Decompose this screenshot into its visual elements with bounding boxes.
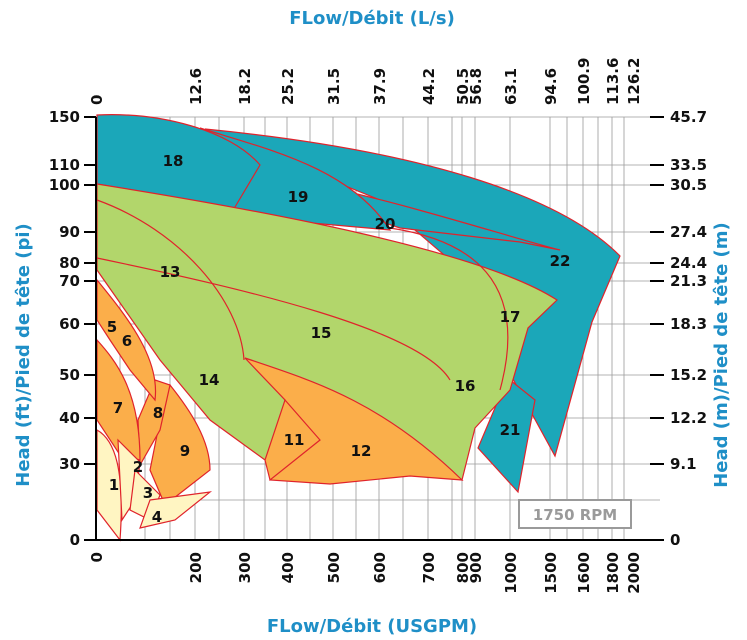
region-label-18: 18	[163, 152, 184, 170]
left-tick-label: 100	[49, 176, 80, 194]
top-tick-label: 113.6	[604, 58, 622, 105]
right-tick-label: 18.3	[670, 315, 707, 333]
region-label-3: 3	[143, 484, 153, 502]
bottom-tick-label: 200	[187, 552, 205, 583]
region-8	[137, 379, 171, 468]
top-tick-label: 25.2	[279, 68, 297, 105]
top-tick-label: 100.9	[575, 58, 593, 105]
region-11	[264, 398, 321, 482]
region-5-6	[96, 278, 157, 402]
top-tick-label: 0	[88, 95, 106, 105]
bottom-tick-label: 1600	[575, 552, 593, 594]
right-tick-label: 45.7	[670, 108, 707, 126]
top-tick-label: 37.9	[371, 68, 389, 105]
top-tick-label: 94.6	[542, 68, 560, 105]
rpm-badge: 1750 RPM	[518, 499, 632, 529]
left-tick-label: 0	[70, 531, 80, 549]
right-tick-label: 27.4	[670, 223, 707, 241]
left-tick-label: 110	[49, 156, 80, 174]
top-tick-label: 31.5	[325, 68, 343, 105]
bottom-tick-label: 900	[467, 552, 485, 583]
left-tick-label: 70	[59, 272, 80, 290]
bottom-tick-label: 300	[236, 552, 254, 583]
region-label-11: 11	[284, 431, 305, 449]
top-tick-label: 18.2	[236, 68, 254, 105]
region-label-7: 7	[113, 399, 123, 417]
bottom-tick-label: 700	[420, 552, 438, 583]
region-label-8: 8	[153, 404, 163, 422]
rpm-label: 1750 RPM	[533, 506, 617, 524]
left-tick-label: 40	[59, 409, 80, 427]
region-18	[96, 114, 261, 213]
bottom-tick-label: 1000	[502, 552, 520, 594]
region-16-border	[389, 227, 509, 391]
bottom-tick-label: 600	[371, 552, 389, 583]
region-label-9: 9	[180, 442, 190, 460]
top-tick-label: 12.6	[187, 68, 205, 105]
right-tick-label: 24.4	[670, 254, 707, 272]
top-tick-label: 56.8	[467, 68, 485, 105]
region-22	[204, 128, 621, 458]
bottom-tick-label: 0	[88, 552, 106, 562]
region-label-19: 19	[288, 188, 309, 206]
region-4	[139, 491, 213, 529]
region-label-4: 4	[152, 508, 162, 526]
right-tick-label: 9.1	[670, 455, 697, 473]
top-axis-title: FLow/Débit (L/s)	[289, 8, 455, 29]
left-tick-label: 90	[59, 223, 80, 241]
bottom-tick-label: 400	[279, 552, 297, 583]
right-tick-label: 15.2	[670, 366, 707, 384]
region-label-17: 17	[500, 308, 521, 326]
right-axis-ticks: 0 9.1 12.2 15.2 18.3 21.324.4 27.4 30.5 33.5 45.7	[650, 108, 707, 549]
region-15-border	[96, 257, 451, 381]
left-tick-label: 150	[49, 108, 80, 126]
region-20	[338, 189, 561, 251]
right-tick-label: 0	[670, 531, 680, 549]
left-tick-label: 80	[59, 254, 80, 272]
top-tick-label: 63.1	[502, 68, 520, 105]
region-label-14: 14	[199, 371, 220, 389]
right-tick-label: 12.2	[670, 409, 707, 427]
region-13-border	[96, 199, 245, 361]
bottom-tick-label: 500	[325, 552, 343, 583]
top-tick-label: 44.2	[420, 68, 438, 105]
region-label-12: 12	[351, 442, 372, 460]
region-label-6: 6	[122, 332, 132, 350]
region-label-1: 1	[109, 476, 119, 494]
bottom-tick-label: 2000	[625, 552, 643, 594]
top-tick-label: 50.5	[454, 68, 472, 105]
left-tick-label: 60	[59, 315, 80, 333]
bottom-axis-title: FLow/Débit (USGPM)	[267, 616, 477, 637]
region-9	[149, 383, 211, 506]
region-label-2: 2	[133, 458, 143, 476]
right-axis-title: Head (m)/Pied de tête (m)	[711, 222, 732, 488]
regions	[96, 114, 621, 542]
top-axis-ticks: 0 12.6 18.2 25.2 31.5 37.9 44.2 50.556.8 63.1 94.…	[88, 58, 643, 105]
left-axis-title: Head (ft)/Pied de tête (pi)	[13, 223, 34, 487]
region-label-13: 13	[160, 263, 181, 281]
left-tick-label: 50	[59, 366, 80, 384]
region-label-16: 16	[455, 377, 476, 395]
region-label-15: 15	[311, 324, 332, 342]
top-tick-label: 126.2	[625, 58, 643, 105]
right-tick-label: 30.5	[670, 176, 707, 194]
right-tick-label: 33.5	[670, 156, 707, 174]
right-tick-label: 21.3	[670, 272, 707, 290]
region-label-5: 5	[107, 318, 117, 336]
region-label-21: 21	[500, 421, 521, 439]
left-tick-label: 30	[59, 455, 80, 473]
bottom-tick-label: 1500	[542, 552, 560, 594]
region-label-20: 20	[375, 215, 396, 233]
bottom-tick-label: 1800	[604, 552, 622, 594]
region-label-22: 22	[550, 252, 571, 270]
bottom-tick-label: 800	[454, 552, 472, 583]
region-labels: 1 2 3 4 5 6 7 8 9 11 12 13 14 15 16 17 1…	[107, 152, 571, 526]
